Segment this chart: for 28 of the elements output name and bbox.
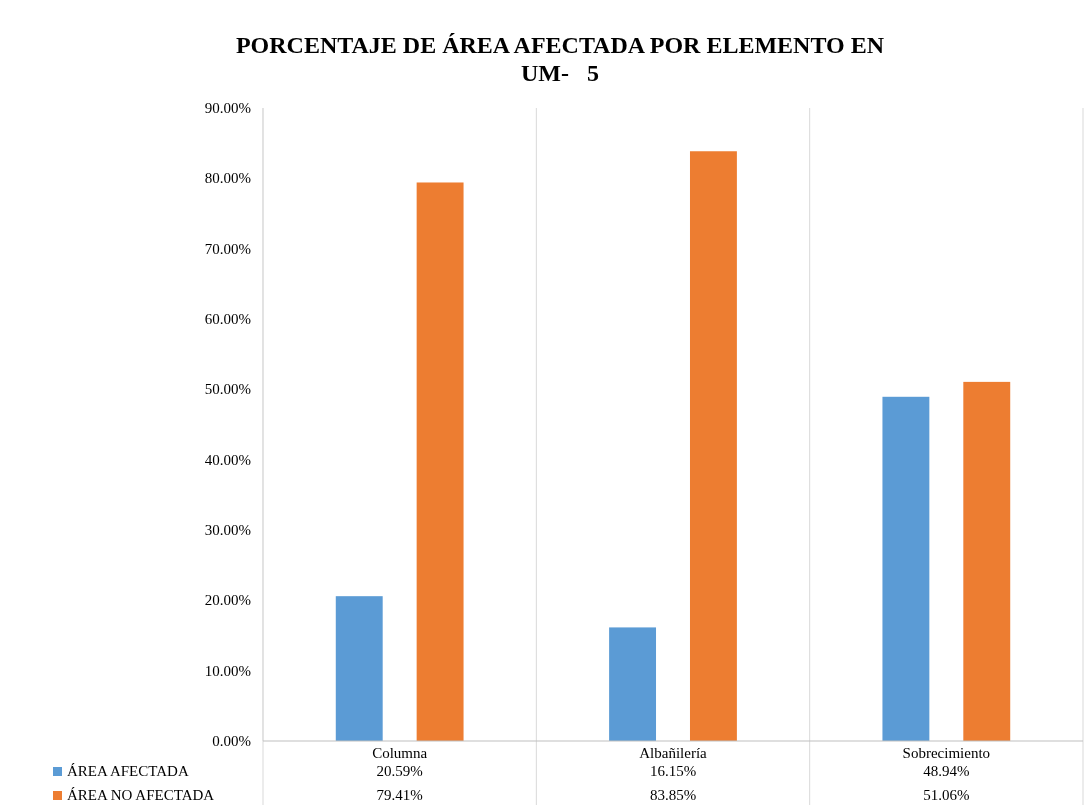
bar: [963, 381, 1011, 741]
y-tick-label: 70.00%: [204, 240, 251, 257]
data-label: 79.41%: [376, 787, 423, 803]
x-tick-label: Columna: [372, 745, 428, 761]
bar: [609, 627, 657, 741]
y-tick-label: 60.00%: [204, 311, 251, 327]
bar: [335, 596, 383, 741]
x-tick-label: Sobrecimiento: [902, 745, 991, 761]
bar: [882, 396, 930, 741]
data-label: 16.15%: [649, 763, 697, 779]
y-tick-label: 80.00%: [204, 170, 251, 187]
y-tick-label: 90.00%: [204, 100, 251, 116]
data-label: 83.85%: [649, 787, 697, 803]
y-tick-label: 30.00%: [204, 522, 251, 538]
y-tick-label: 20.00%: [204, 592, 251, 609]
bar: [416, 182, 464, 741]
data-label: 20.59%: [376, 763, 423, 779]
bar: [689, 151, 737, 741]
y-tick-label: 40.00%: [204, 451, 251, 468]
x-tick-label: Albañilería: [639, 745, 708, 761]
data-label: 51.06%: [923, 787, 970, 803]
data-label: 48.94%: [923, 763, 970, 779]
y-tick-label: 0.00%: [212, 733, 251, 749]
y-tick-label: 10.00%: [204, 662, 251, 679]
legend-label: ÁREA AFECTADA: [67, 763, 189, 779]
y-tick-label: 50.00%: [204, 381, 251, 398]
legend-label: ÁREA NO AFECTADA: [67, 787, 215, 803]
chart-title: PORCENTAJE DE ÁREA AFECTADA POR ELEMENTO EN UM- 5: [235, 32, 885, 86]
